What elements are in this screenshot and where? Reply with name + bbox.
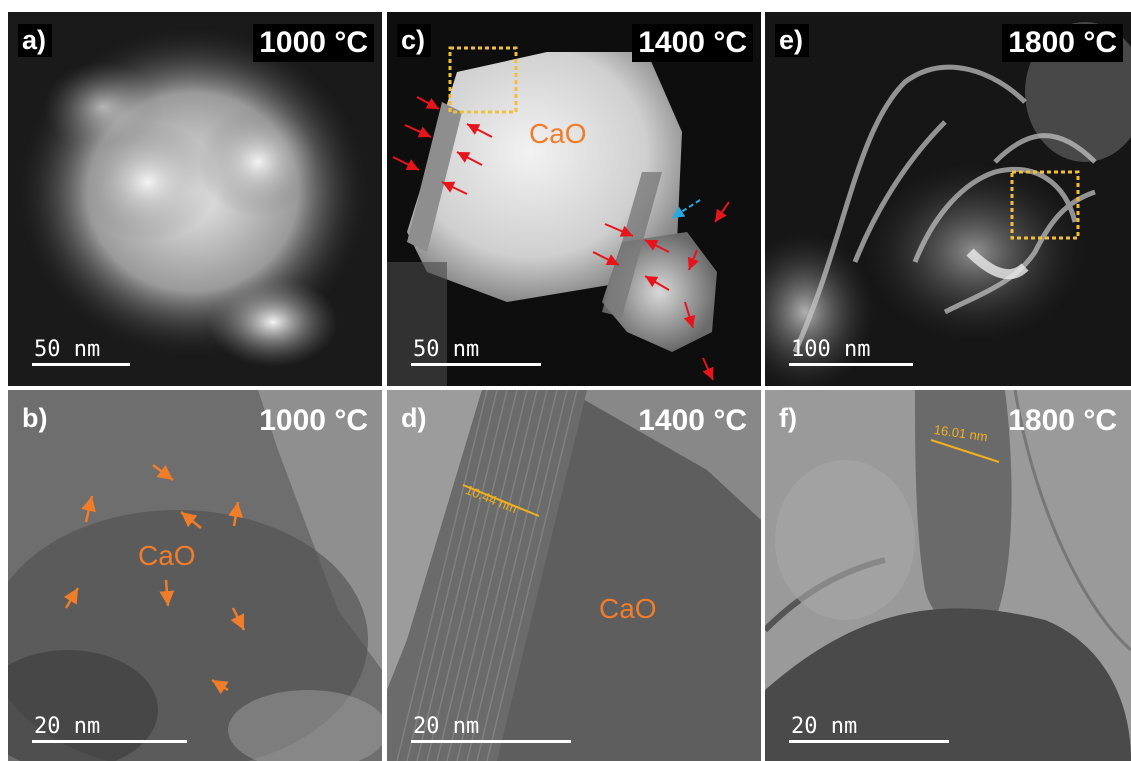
scale-bar: 20 nm [32,716,187,743]
scale-line [411,740,571,743]
cao-label: CaO [138,540,196,571]
panel-e-image [765,12,1131,386]
panel-c: CaO c) 1400 °C 50 nm [387,12,761,386]
panel-d-image [387,390,761,761]
scale-line [32,740,187,743]
scale-bar: 100 nm [789,339,913,366]
scale-bar: 20 nm [411,716,571,743]
cao-label: CaO [599,593,657,624]
panel-a: a) 1000 °C 50 nm [8,12,382,386]
panel-letter: b) [22,403,48,433]
scale-bar: 50 nm [411,339,541,366]
scale-label: 50 nm [34,337,101,362]
panel-b: CaO b) 1000 °C 20 nm [8,390,382,761]
panel-f: 16.01 nm f) 1800 °C 20 nm [765,390,1131,761]
temperature-label: 1800 °C [1008,404,1117,437]
scale-line [411,363,541,366]
cao-label: CaO [529,118,587,149]
scale-bar: 20 nm [789,716,949,743]
temperature-label: 1400 °C [638,404,747,437]
scale-label: 20 nm [791,714,858,739]
temperature-label: 1400 °C [632,24,753,62]
temperature-label: 1800 °C [1002,24,1123,62]
scale-bar: 50 nm [32,339,130,366]
scale-label: 50 nm [413,337,480,362]
panel-f-image [765,390,1131,761]
scale-line [789,740,949,743]
panel-a-image [8,12,382,386]
scale-line [32,363,130,366]
temperature-label: 1000 °C [259,404,368,437]
scale-line [789,363,913,366]
panel-letter: a) [18,24,53,57]
panel-b-image [8,390,382,761]
panel-c-image [387,12,761,386]
temperature-label: 1000 °C [253,24,374,62]
panel-letter: d) [401,403,427,433]
panel-letter: e) [775,24,810,57]
scale-label: 20 nm [413,714,480,739]
scale-label: 100 nm [791,337,871,362]
panel-letter: f) [779,403,797,433]
panel-letter: c) [397,24,432,57]
panel-d: 10.44 nm CaO d) 1400 °C 20 nm [387,390,761,761]
scale-label: 20 nm [34,714,101,739]
panel-e: e) 1800 °C 100 nm [765,12,1131,386]
